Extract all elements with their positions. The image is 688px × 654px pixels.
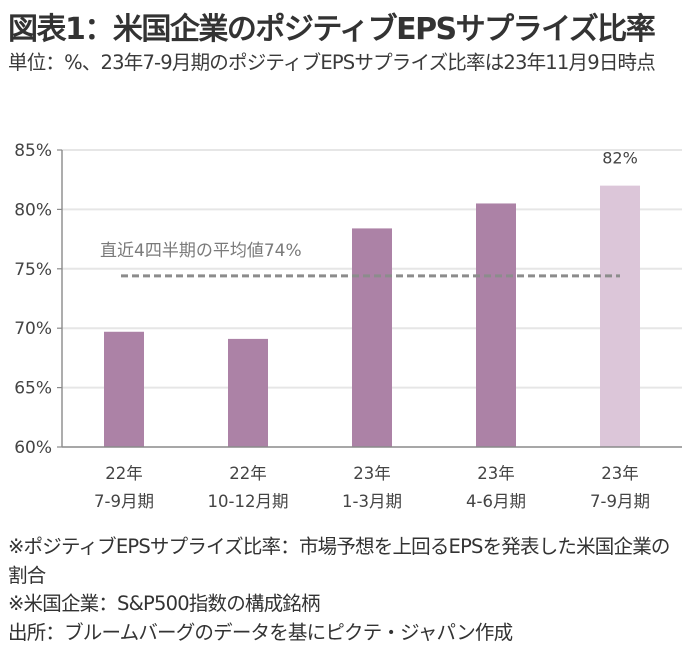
x-tick-label-year: 23年 — [353, 464, 391, 483]
bar — [228, 338, 268, 447]
y-tick-label: 75% — [14, 260, 52, 280]
footnote-source: 出所：ブルームバーグのデータを基にピクテ・ジャパン作成 — [8, 620, 513, 644]
x-tick-label-year: 23年 — [477, 464, 515, 483]
average-line-label: 直近4四半期の平均値74% — [100, 241, 302, 261]
chart-subtitle: 単位：%、23年7-9月期のポジティブEPSサプライズ比率は23年11月9日時点 — [8, 51, 656, 74]
y-tick-label: 85% — [14, 141, 52, 161]
footnotes: ※ポジティブEPSサプライズ比率：市場予想を上回るEPSを発表した米国企業の割合… — [8, 533, 684, 647]
y-tick-label: 60% — [14, 438, 52, 458]
bars: 82% — [104, 149, 640, 447]
x-tick-label-year: 22年 — [105, 464, 143, 483]
bar — [104, 331, 144, 447]
x-tick-label-quarter: 1-3月期 — [342, 492, 402, 511]
bar-chart: 60% 65% 70% 75% 80% 85% 82% 直近4四半期の平均値74% 22年… — [14, 141, 682, 511]
chart-title: 図表1：米国企業のポジティブEPSサプライズ比率 — [8, 12, 656, 47]
y-tick-label: 80% — [14, 200, 52, 220]
y-axis: 60% 65% 70% 75% 80% 85% — [14, 141, 63, 458]
x-axis: 22年 7-9月期 22年 10-12月期 23年 1-3月期 23年 4-6月期 23年 7-9… — [62, 446, 682, 511]
bar — [600, 185, 640, 447]
bar — [476, 203, 516, 447]
x-tick-label-quarter: 4-6月期 — [466, 492, 526, 511]
x-tick-label-quarter: 7-9月期 — [94, 492, 154, 511]
x-tick-label-quarter: 7-9月期 — [590, 492, 650, 511]
data-label: 82% — [602, 149, 638, 168]
y-tick-label: 70% — [14, 319, 52, 339]
bar — [352, 228, 392, 447]
average-line-group: 直近4四半期の平均値74% — [100, 241, 620, 278]
x-tick-label-year: 22年 — [229, 464, 267, 483]
y-tick-label: 65% — [14, 379, 52, 399]
x-tick-label-year: 23年 — [601, 464, 639, 483]
x-tick-label-quarter: 10-12月期 — [208, 492, 289, 511]
footnote-universe: ※米国企業：S&P500指数の構成銘柄 — [8, 592, 321, 615]
footnote-definition: ※ポジティブEPSサプライズ比率：市場予想を上回るEPSを発表した米国企業の割合 — [8, 535, 670, 587]
